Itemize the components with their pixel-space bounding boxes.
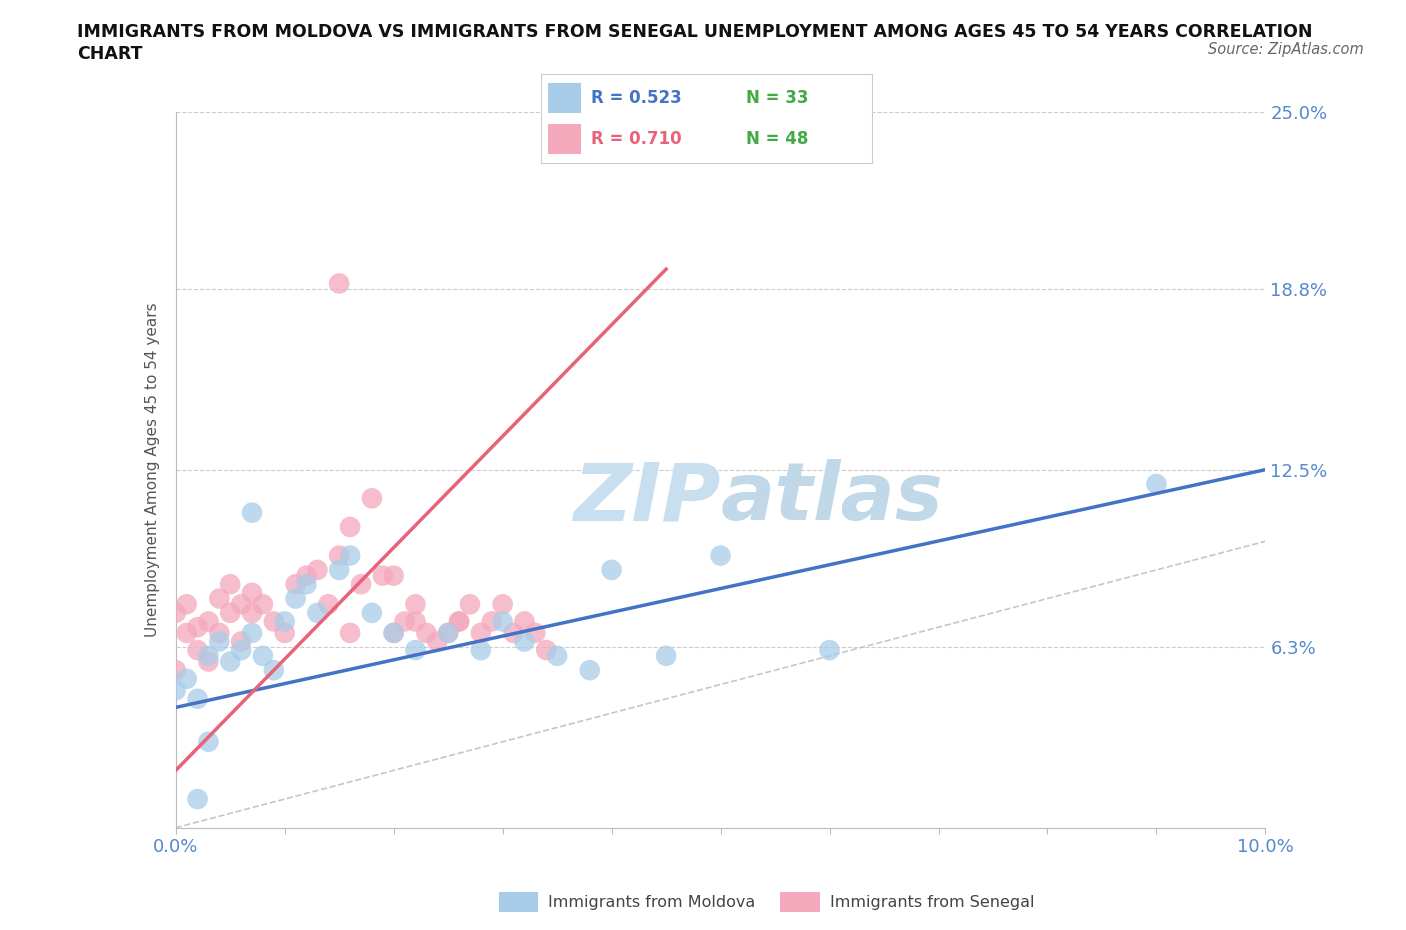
- Point: [197, 654, 219, 669]
- Text: CHART: CHART: [77, 45, 143, 62]
- Point: [360, 491, 382, 506]
- Point: [437, 626, 460, 641]
- Point: [405, 643, 427, 658]
- Point: [382, 626, 405, 641]
- Point: [600, 563, 623, 578]
- Point: [176, 597, 198, 612]
- Point: [208, 591, 231, 606]
- Point: [240, 605, 263, 620]
- Point: [186, 791, 209, 806]
- Point: [818, 643, 841, 658]
- Point: [186, 643, 209, 658]
- Point: [208, 634, 231, 649]
- Point: [710, 548, 733, 563]
- Point: [231, 597, 253, 612]
- Point: [470, 643, 492, 658]
- Point: [339, 626, 361, 641]
- Text: N = 33: N = 33: [747, 89, 808, 107]
- Point: [328, 548, 350, 563]
- Point: [318, 597, 340, 612]
- Point: [339, 520, 361, 535]
- Point: [437, 626, 460, 641]
- Point: [197, 614, 219, 629]
- Y-axis label: Unemployment Among Ages 45 to 54 years: Unemployment Among Ages 45 to 54 years: [145, 302, 160, 637]
- Point: [263, 614, 285, 629]
- Text: Immigrants from Moldova: Immigrants from Moldova: [548, 895, 755, 910]
- Point: [284, 577, 307, 591]
- Point: [655, 648, 678, 663]
- Point: [447, 614, 470, 629]
- Point: [328, 276, 350, 291]
- Text: R = 0.523: R = 0.523: [591, 89, 682, 107]
- Point: [231, 634, 253, 649]
- Point: [295, 568, 318, 583]
- Point: [263, 663, 285, 678]
- Text: R = 0.710: R = 0.710: [591, 130, 682, 148]
- Point: [165, 605, 187, 620]
- Point: [458, 597, 481, 612]
- Point: [481, 614, 503, 629]
- Point: [470, 626, 492, 641]
- Text: N = 48: N = 48: [747, 130, 808, 148]
- Text: atlas: atlas: [721, 459, 943, 538]
- Point: [350, 577, 373, 591]
- Point: [307, 605, 329, 620]
- Point: [219, 654, 242, 669]
- Point: [405, 597, 427, 612]
- Point: [405, 614, 427, 629]
- Text: Source: ZipAtlas.com: Source: ZipAtlas.com: [1208, 42, 1364, 57]
- Point: [447, 614, 470, 629]
- Text: ZIP: ZIP: [574, 459, 721, 538]
- Point: [415, 626, 437, 641]
- Point: [492, 597, 515, 612]
- Point: [165, 663, 187, 678]
- Point: [513, 634, 536, 649]
- Point: [534, 643, 557, 658]
- Point: [394, 614, 416, 629]
- Text: IMMIGRANTS FROM MOLDOVA VS IMMIGRANTS FROM SENEGAL UNEMPLOYMENT AMONG AGES 45 TO: IMMIGRANTS FROM MOLDOVA VS IMMIGRANTS FR…: [77, 23, 1313, 41]
- Point: [252, 648, 274, 663]
- Point: [240, 505, 263, 520]
- Point: [219, 605, 242, 620]
- Point: [186, 619, 209, 634]
- Point: [426, 634, 449, 649]
- Point: [252, 597, 274, 612]
- Point: [382, 568, 405, 583]
- Point: [186, 691, 209, 706]
- Point: [1144, 476, 1167, 491]
- Point: [176, 626, 198, 641]
- Point: [219, 577, 242, 591]
- Point: [165, 683, 187, 698]
- Bar: [548, 84, 581, 113]
- Point: [382, 626, 405, 641]
- Point: [546, 648, 568, 663]
- Text: Immigrants from Senegal: Immigrants from Senegal: [830, 895, 1033, 910]
- Point: [579, 663, 602, 678]
- Point: [240, 585, 263, 600]
- Point: [274, 626, 297, 641]
- Point: [208, 626, 231, 641]
- Point: [197, 735, 219, 750]
- Point: [360, 605, 382, 620]
- Point: [284, 591, 307, 606]
- Point: [197, 648, 219, 663]
- Point: [307, 563, 329, 578]
- Point: [295, 577, 318, 591]
- Point: [176, 671, 198, 686]
- Point: [339, 548, 361, 563]
- Point: [513, 614, 536, 629]
- Bar: [548, 124, 581, 154]
- Point: [371, 568, 394, 583]
- Point: [274, 614, 297, 629]
- Point: [240, 626, 263, 641]
- Point: [328, 563, 350, 578]
- Point: [524, 626, 547, 641]
- Point: [492, 614, 515, 629]
- Point: [502, 626, 524, 641]
- Point: [231, 643, 253, 658]
